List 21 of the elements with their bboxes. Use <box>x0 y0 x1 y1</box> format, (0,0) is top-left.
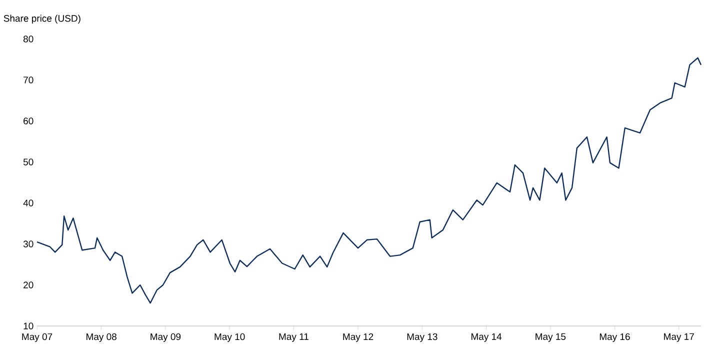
line-series <box>36 57 702 304</box>
x-tick-label: May 16 <box>600 333 630 342</box>
y-tick-label: 30 <box>23 240 34 248</box>
x-tick-label: May 07 <box>22 333 52 342</box>
x-tick-label: May 11 <box>279 333 308 342</box>
y-tick-label: 10 <box>24 322 34 330</box>
y-tick-label: 40 <box>23 200 34 206</box>
x-tick-label: May 09 <box>150 333 181 342</box>
y-axis-title: Share price (USD) <box>4 14 80 24</box>
x-tick-label: May 10 <box>214 333 245 342</box>
x-tick-label: May 12 <box>343 333 374 342</box>
x-tick-label: May 14 <box>471 333 502 342</box>
y-tick-label: 60 <box>24 118 34 124</box>
x-tick-label: May 13 <box>407 333 438 342</box>
y-tick-label: 80 <box>23 36 34 42</box>
x-tick-label: May 15 <box>536 333 566 342</box>
y-tick-label: 20 <box>24 282 34 288</box>
y-tick-label: 70 <box>24 76 34 84</box>
x-tick-label: May 17 <box>664 333 694 342</box>
x-tick-label: May 08 <box>86 333 116 342</box>
y-tick-label: 50 <box>23 158 34 166</box>
